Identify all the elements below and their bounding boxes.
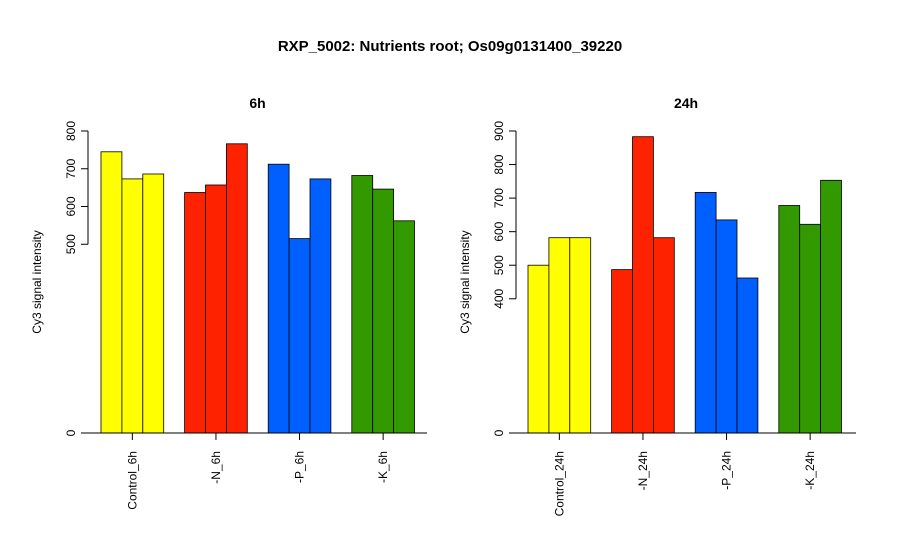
bar--K_6h-rep1 — [351, 175, 374, 434]
bar-Control_6h-rep3 — [142, 173, 165, 434]
bar--P_24h-rep3 — [736, 277, 759, 434]
bar--N_6h-rep1 — [184, 192, 206, 434]
bar--P_6h-rep2 — [288, 238, 311, 434]
y-tick-label: 0 — [492, 429, 506, 436]
bar--P_24h-rep1 — [694, 191, 717, 434]
y-tick-label: 800 — [64, 121, 78, 141]
y-tick-label: 600 — [64, 196, 78, 216]
y-tick-label: 400 — [492, 288, 506, 308]
y-tick-label: 700 — [64, 158, 78, 178]
y-tick-label: 500 — [492, 255, 506, 275]
bar--K_24h-rep3 — [820, 179, 842, 434]
bar-Control_24h-rep2 — [548, 237, 571, 434]
y-axis-label: Cy3 signal intensity — [30, 230, 44, 333]
bar-Control_24h-rep1 — [527, 264, 550, 434]
y-tick-label: 700 — [492, 188, 506, 208]
bar-Control_24h-rep3 — [569, 237, 592, 434]
y-tick-label: 0 — [64, 429, 78, 436]
bar--K_6h-rep3 — [393, 220, 415, 434]
bar--K_6h-rep2 — [372, 188, 395, 434]
x-tick-label: -K_6h — [376, 451, 390, 483]
bar--K_24h-rep2 — [799, 223, 822, 434]
bar--N_6h-rep3 — [225, 143, 248, 434]
bar--N_24h-rep3 — [653, 237, 675, 434]
bar-Control_6h-rep2 — [121, 178, 144, 434]
bar-Control_6h-rep1 — [100, 151, 123, 434]
bar--P_24h-rep2 — [715, 219, 738, 434]
panel-24h: 24h Control_24h -N_24h -P_24h -K_24h 0 400 500 6… — [458, 95, 856, 516]
y-tick-label: 900 — [492, 121, 506, 141]
panel-title: 24h — [674, 95, 698, 111]
x-tick-label: -K_24h — [803, 451, 817, 490]
y-tick-label: 600 — [492, 221, 506, 241]
bar--N_6h-rep2 — [205, 184, 227, 434]
x-tick-label: Control_24h — [552, 451, 566, 516]
x-tick-label: Control_6h — [125, 451, 139, 510]
x-tick-label: -P_24h — [720, 451, 734, 490]
bar--K_24h-rep1 — [778, 205, 801, 434]
bar--N_24h-rep2 — [632, 136, 654, 434]
panel-6h: 6h Control_6h -N_6h -P_6h -K_6h 0 500 600 700 800… — [30, 95, 427, 510]
x-tick-label: -N_6h — [209, 451, 223, 484]
bar--P_6h-rep3 — [309, 178, 332, 434]
y-tick-label: 800 — [492, 154, 506, 174]
x-tick-label: -N_24h — [636, 451, 650, 490]
y-tick-label: 500 — [64, 234, 78, 254]
x-tick-label: -P_6h — [293, 451, 307, 483]
bar--P_6h-rep1 — [267, 163, 290, 434]
chart-title: RXP_5002: Nutrients root; Os09g0131400_3… — [277, 38, 623, 55]
bar--N_24h-rep1 — [611, 269, 633, 434]
y-axis-label: Cy3 signal intensity — [458, 230, 472, 333]
panel-title: 6h — [249, 95, 265, 111]
